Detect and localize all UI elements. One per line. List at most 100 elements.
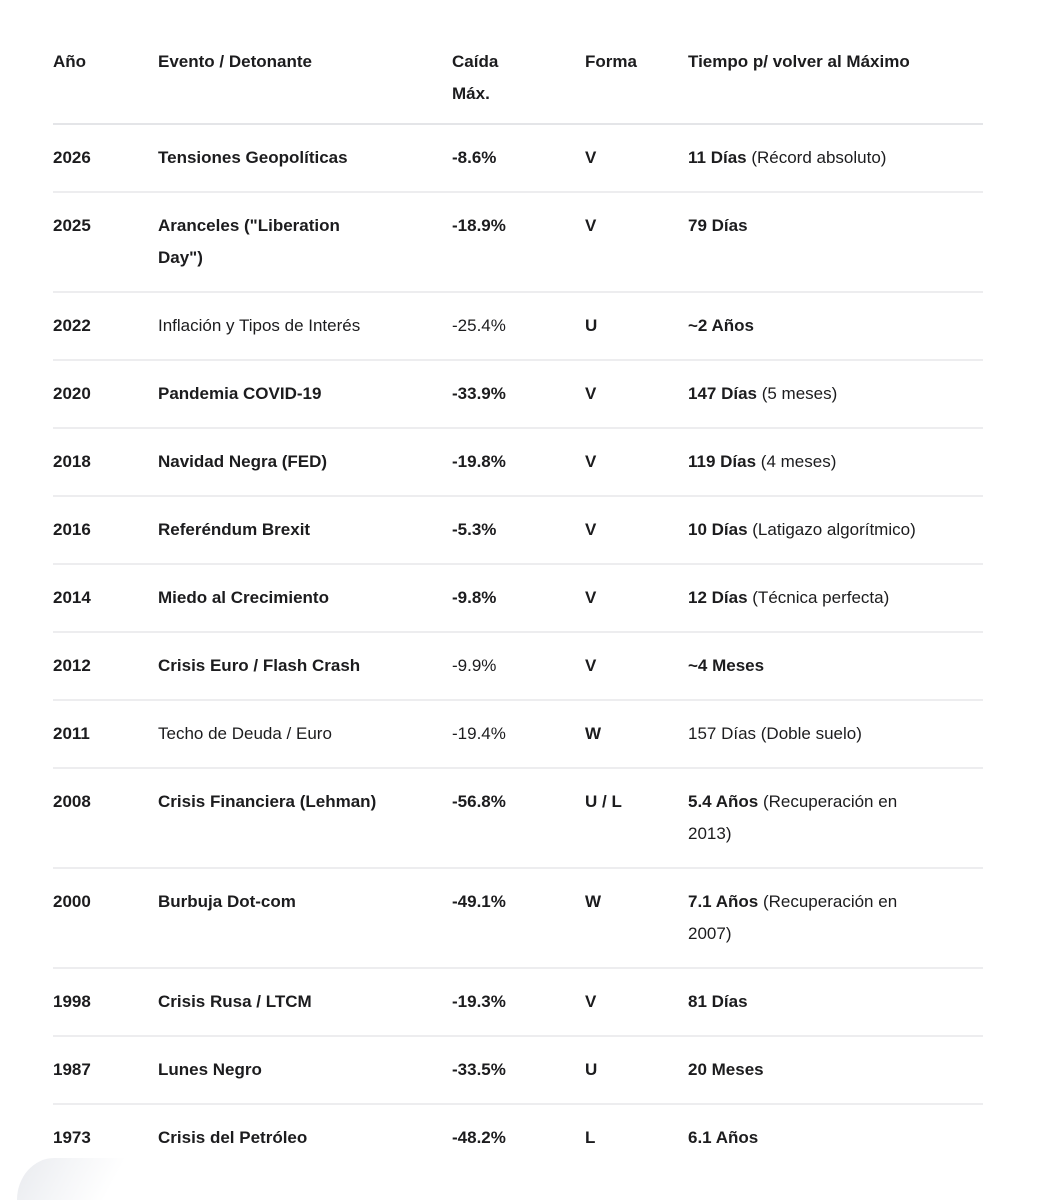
table-body: 2026 Tensiones Geopolíticas -8.6% V 11 D… (53, 124, 983, 1171)
cell-event: Crisis Euro / Flash Crash (158, 656, 361, 675)
cell-shape: V (585, 656, 597, 675)
recovery-time-main: 81 Días (688, 992, 748, 1011)
cell-event: Lunes Negro (158, 1060, 262, 1079)
cell-shape: V (585, 216, 597, 235)
col-header-max-drop: Caída Máx. (452, 52, 499, 103)
cell-shape: V (585, 148, 597, 167)
recovery-time-main: 10 Días (688, 520, 748, 539)
recovery-time-main: 11 Días (688, 148, 747, 167)
cell-recovery-time: 147 Días (5 meses) (688, 360, 983, 428)
cell-shape: U (585, 316, 598, 335)
cell-recovery-time: 6.1 Años (688, 1104, 983, 1171)
cell-recovery-time: 5.4 Años (Recuperación en 2013) (688, 768, 983, 868)
col-header-shape: Forma (585, 52, 637, 71)
recovery-time-note: (Técnica perfecta) (747, 588, 890, 607)
cell-recovery-time: ~2 Años (688, 292, 983, 360)
cell-shape: W (585, 724, 602, 743)
cell-max-drop: -25.4% (452, 316, 506, 335)
cell-recovery-time: 20 Meses (688, 1036, 983, 1104)
table-row: 2014 Miedo al Crecimiento -9.8% V 12 Día… (53, 564, 983, 632)
cell-year: 2018 (53, 452, 91, 471)
bottom-card-corner (17, 1158, 147, 1200)
recovery-time-main: 147 Días (688, 384, 757, 403)
cell-shape: L (585, 1128, 596, 1147)
table-row: 2012 Crisis Euro / Flash Crash -9.9% V ~… (53, 632, 983, 700)
recovery-time-note: (5 meses) (757, 384, 838, 403)
cell-shape: V (585, 992, 597, 1011)
cell-event: Tensiones Geopolíticas (158, 148, 348, 167)
cell-event: Crisis Rusa / LTCM (158, 992, 312, 1011)
cell-event: Burbuja Dot-com (158, 892, 296, 911)
table-row: 2022 Inflación y Tipos de Interés -25.4%… (53, 292, 983, 360)
cell-recovery-time: 79 Días (688, 192, 983, 292)
cell-year: 2011 (53, 724, 90, 743)
cell-shape: V (585, 384, 597, 403)
cell-shape: W (585, 892, 602, 911)
cell-max-drop: -19.3% (452, 992, 506, 1011)
cell-max-drop: -56.8% (452, 792, 506, 811)
recovery-time-note: (4 meses) (756, 452, 837, 471)
recovery-time-note: (Récord absoluto) (746, 148, 887, 167)
cell-event: Aranceles ("Liberation Day") (158, 216, 340, 267)
cell-year: 2020 (53, 384, 91, 403)
cell-max-drop: -5.3% (452, 520, 497, 539)
table-row: 2000 Burbuja Dot-com -49.1% W 7.1 Años (… (53, 868, 983, 968)
table-row: 1973 Crisis del Petróleo -48.2% L 6.1 Añ… (53, 1104, 983, 1171)
cell-event: Crisis del Petróleo (158, 1128, 308, 1147)
cell-event: Referéndum Brexit (158, 520, 311, 539)
cell-year: 2025 (53, 216, 91, 235)
cell-event: Techo de Deuda / Euro (158, 724, 332, 743)
cell-event: Navidad Negra (FED) (158, 452, 328, 471)
cell-shape: U / L (585, 792, 622, 811)
table-row: 1998 Crisis Rusa / LTCM -19.3% V 81 Días (53, 968, 983, 1036)
recovery-time-main: 7.1 Años (688, 892, 759, 911)
cell-shape: U (585, 1060, 598, 1079)
cell-year: 2008 (53, 792, 91, 811)
cell-year: 2022 (53, 316, 91, 335)
cell-year: 2026 (53, 148, 91, 167)
cell-max-drop: -9.8% (452, 588, 497, 607)
recovery-time-main: 12 Días (688, 588, 748, 607)
cell-recovery-time: 7.1 Años (Recuperación en 2007) (688, 868, 983, 968)
cell-max-drop: -19.8% (452, 452, 506, 471)
cell-shape: V (585, 520, 597, 539)
table-row: 2011 Techo de Deuda / Euro -19.4% W 157 … (53, 700, 983, 768)
cell-event: Inflación y Tipos de Interés (158, 316, 361, 335)
cell-recovery-time: ~4 Meses (688, 632, 983, 700)
cell-event: Miedo al Crecimiento (158, 588, 329, 607)
cell-year: 2000 (53, 892, 91, 911)
recovery-time-main: 119 Días (688, 452, 757, 471)
header-row: Año Evento / Detonante Caída Máx. Forma … (53, 36, 983, 124)
cell-year: 2012 (53, 656, 91, 675)
table-row: 2016 Referéndum Brexit -5.3% V 10 Días (… (53, 496, 983, 564)
cell-year: 1987 (53, 1060, 91, 1079)
recovery-time-main: 20 Meses (688, 1060, 764, 1079)
cell-max-drop: -33.5% (452, 1060, 506, 1079)
table-row: 2026 Tensiones Geopolíticas -8.6% V 11 D… (53, 124, 983, 192)
cell-max-drop: -18.9% (452, 216, 506, 235)
cell-max-drop: -48.2% (452, 1128, 506, 1147)
table-row: 2008 Crisis Financiera (Lehman) -56.8% U… (53, 768, 983, 868)
cell-max-drop: -19.4% (452, 724, 506, 743)
recovery-time-main: ~4 Meses (688, 656, 765, 675)
cell-recovery-time: 157 Días (Doble suelo) (688, 700, 983, 768)
table-row: 2018 Navidad Negra (FED) -19.8% V 119 Dí… (53, 428, 983, 496)
cell-year: 2016 (53, 520, 91, 539)
recovery-time-main: 5.4 Años (688, 792, 759, 811)
cell-max-drop: -33.9% (452, 384, 506, 403)
recovery-time-main: ~2 Años (688, 316, 754, 335)
recovery-time-main: 157 Días (Doble suelo) (688, 724, 862, 743)
cell-recovery-time: 119 Días (4 meses) (688, 428, 983, 496)
recovery-time-note: (Recuperación en 2013) (688, 792, 898, 843)
table-row: 2020 Pandemia COVID-19 -33.9% V 147 Días… (53, 360, 983, 428)
cell-shape: V (585, 588, 597, 607)
cell-year: 1998 (53, 992, 91, 1011)
cell-shape: V (585, 452, 597, 471)
cell-event: Pandemia COVID-19 (158, 384, 322, 403)
table-row: 1987 Lunes Negro -33.5% U 20 Meses (53, 1036, 983, 1104)
cell-recovery-time: 11 Días (Récord absoluto) (688, 124, 983, 192)
col-header-event: Evento / Detonante (158, 52, 312, 71)
cell-max-drop: -49.1% (452, 892, 506, 911)
market-crash-history-table: Año Evento / Detonante Caída Máx. Forma … (53, 36, 983, 1171)
cell-event: Crisis Financiera (Lehman) (158, 792, 377, 811)
